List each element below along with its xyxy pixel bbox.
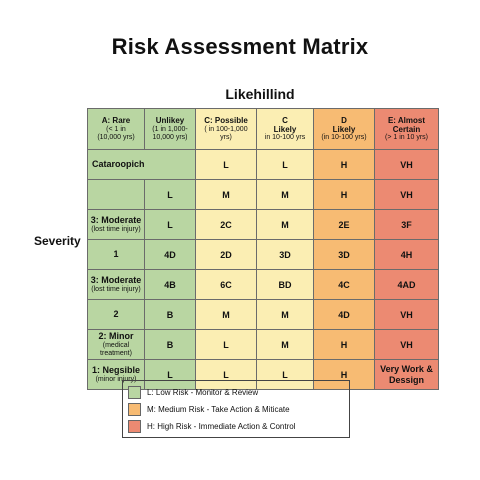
legend-item-low: L: Low Risk - Monitor & Review: [128, 384, 344, 401]
risk-cell: VH: [374, 149, 439, 180]
risk-cell: 4AD: [374, 269, 439, 300]
column-header-likely-d: D Likely (in 10-100 yrs): [313, 108, 375, 150]
risk-cell: M: [195, 179, 257, 210]
row-label: 3: Moderate (lost time injury): [87, 269, 145, 300]
column-header-possible: C: Possible ( in 100-1,000 yrs): [195, 108, 257, 150]
risk-cell: VH: [374, 329, 439, 360]
risk-cell: Very Work & Dessign: [374, 359, 439, 390]
risk-cell: 4D: [313, 299, 375, 330]
row-label: 1: [87, 239, 145, 270]
risk-cell: M: [256, 209, 314, 240]
risk-cell: 4H: [374, 239, 439, 270]
legend-text: H: High Risk - Immediate Action & Contro…: [147, 422, 296, 431]
risk-cell: H: [313, 329, 375, 360]
risk-cell: L: [144, 209, 196, 240]
risk-cell: L: [144, 359, 196, 390]
risk-cell: L: [195, 149, 257, 180]
risk-cell: H: [313, 179, 375, 210]
risk-cell: B: [144, 329, 196, 360]
likelihood-axis-label: Likehillind: [225, 86, 295, 102]
matrix-row: 1: Negsible (minor injury) L L L H Very W…: [87, 359, 439, 390]
risk-cell: M: [256, 299, 314, 330]
risk-cell: H: [313, 149, 375, 180]
row-label: 2: Minor (medical treatment): [87, 329, 145, 360]
matrix-row: 2: Minor (medical treatment) B L M H VH: [87, 329, 439, 360]
page-title: Risk Assessment Matrix: [111, 34, 369, 59]
risk-cell: 4D: [144, 239, 196, 270]
legend-swatch-green: [128, 386, 141, 399]
column-header-almost-certain: E: Almost Certain (> 1 in 10 yrs): [374, 108, 439, 150]
matrix-row: Cataroopich L L H VH: [87, 149, 439, 180]
row-label: 3: Moderate (lost time injury): [87, 209, 145, 240]
risk-cell: 2E: [313, 209, 375, 240]
risk-cell: M: [256, 179, 314, 210]
matrix-row: 3: Moderate (lost time injury) 4B 6C BD 4…: [87, 269, 439, 300]
severity-axis-label: Severity: [34, 234, 81, 248]
matrix-row: 3: Moderate (lost time injury) L 2C M 2E …: [87, 209, 439, 240]
legend-text: M: Medium Risk - Take Action & Miticate: [147, 405, 290, 414]
row-label: [87, 179, 145, 210]
risk-cell: 4C: [313, 269, 375, 300]
risk-cell: B: [144, 299, 196, 330]
risk-cell: M: [256, 329, 314, 360]
legend: L: Low Risk - Monitor & Review M: Medium…: [122, 380, 350, 438]
risk-cell: H: [313, 359, 375, 390]
matrix-row: L M M H VH: [87, 179, 439, 210]
risk-cell: 2D: [195, 239, 257, 270]
risk-cell: L: [195, 359, 257, 390]
row-label: 1: Negsible (minor injury): [87, 359, 145, 390]
risk-cell: VH: [374, 179, 439, 210]
risk-cell: 3D: [256, 239, 314, 270]
risk-cell: L: [256, 149, 314, 180]
matrix-row: 2 B M M 4D VH: [87, 299, 439, 330]
risk-cell: 6C: [195, 269, 257, 300]
legend-item-high: H: High Risk - Immediate Action & Contro…: [128, 418, 344, 435]
column-header-likely-c: C Likely in 10-100 yrs: [256, 108, 314, 150]
risk-cell: L: [144, 179, 196, 210]
legend-swatch-red: [128, 420, 141, 433]
risk-cell: 3F: [374, 209, 439, 240]
column-header-unlikely: Unlikey (1 in 1,000- 10,000 yrs): [144, 108, 196, 150]
column-header-rare: A: Rare (< 1 in (10,000 yrs): [87, 108, 145, 150]
header-row: A: Rare (< 1 in (10,000 yrs) Unlikey (1 …: [87, 108, 439, 150]
risk-cell: 4B: [144, 269, 196, 300]
legend-item-medium: M: Medium Risk - Take Action & Miticate: [128, 401, 344, 418]
row-label: Cataroopich: [87, 149, 196, 180]
risk-cell: 3D: [313, 239, 375, 270]
risk-matrix: A: Rare (< 1 in (10,000 yrs) Unlikey (1 …: [87, 108, 439, 390]
risk-cell: BD: [256, 269, 314, 300]
risk-cell: L: [195, 329, 257, 360]
risk-cell: L: [256, 359, 314, 390]
risk-cell: VH: [374, 299, 439, 330]
matrix-row: 1 4D 2D 3D 3D 4H: [87, 239, 439, 270]
legend-text: L: Low Risk - Monitor & Review: [147, 388, 259, 397]
risk-cell: 2C: [195, 209, 257, 240]
risk-cell: M: [195, 299, 257, 330]
legend-swatch-orange: [128, 403, 141, 416]
row-label: 2: [87, 299, 145, 330]
